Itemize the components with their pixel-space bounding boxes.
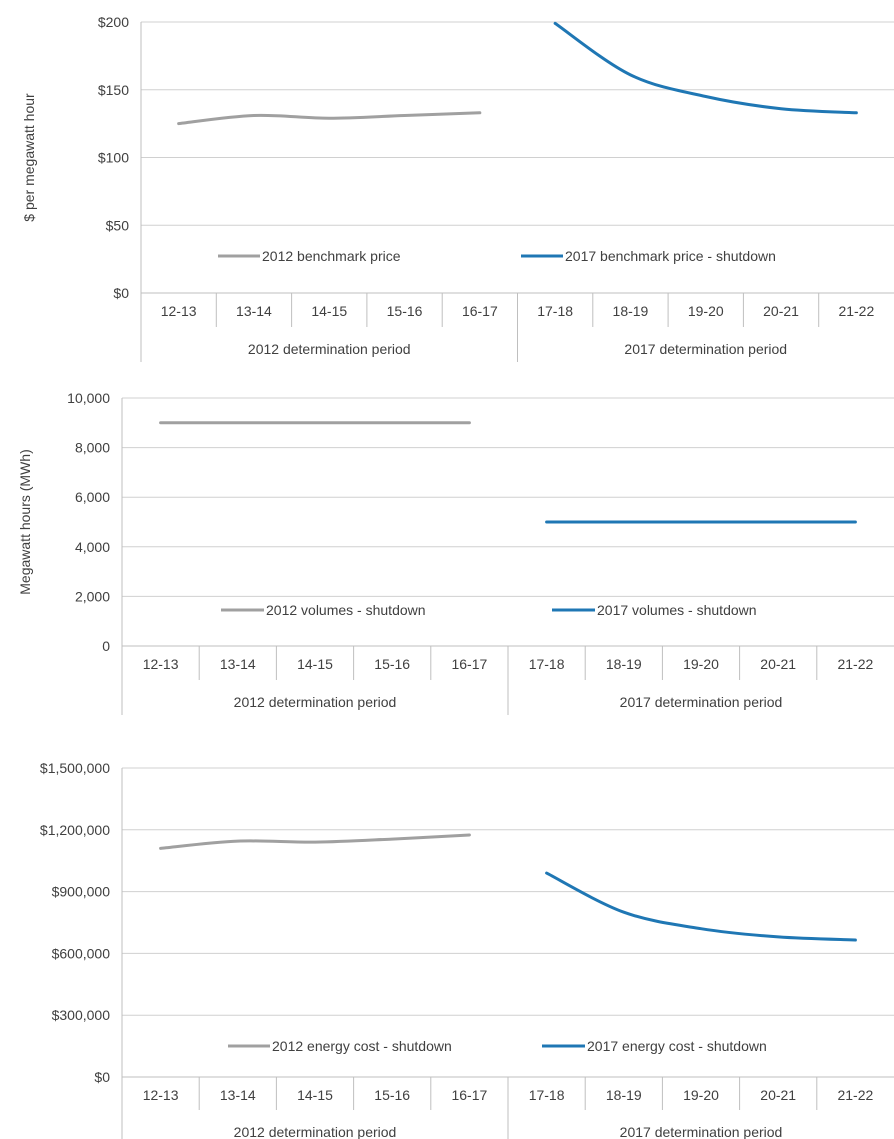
y-tick-label: $1,200,000 <box>40 822 110 838</box>
legend-label: 2017 benchmark price - shutdown <box>565 248 776 264</box>
group-label: 2012 determination period <box>248 341 411 357</box>
series-line-2017 <box>545 871 857 942</box>
x-tick-label: 15-16 <box>374 1087 410 1103</box>
x-tick-label: 14-15 <box>297 1087 333 1103</box>
x-tick-label: 20-21 <box>760 1087 796 1103</box>
legend-label: 2012 energy cost - shutdown <box>272 1038 452 1054</box>
series-line-2012 <box>177 111 482 126</box>
y-tick-label: $900,000 <box>52 884 111 900</box>
x-tick-label: 18-19 <box>606 656 642 672</box>
x-tick-label: 12-13 <box>143 1087 179 1103</box>
x-tick-label: 19-20 <box>683 1087 719 1103</box>
chart-3: $0 $300,000 $600,000 $900,000 $1,200,000 $1,5… <box>40 760 894 1139</box>
x-tick-label: 17-18 <box>529 656 565 672</box>
group-label: 2017 determination period <box>620 1124 783 1139</box>
y-tick-label: 8,000 <box>75 440 110 456</box>
y-axis-title: Megawatt hours (MWh) <box>17 449 33 594</box>
chart-2: 0 2,000 4,000 6,000 8,000 10,000 12-13 13-14 14-… <box>17 390 894 715</box>
x-tick-label: 19-20 <box>688 303 724 319</box>
y-tick-label: 4,000 <box>75 539 110 555</box>
x-tick-label: 17-18 <box>537 303 573 319</box>
x-tick-label: 15-16 <box>387 303 423 319</box>
x-tick-label: 16-17 <box>462 303 498 319</box>
x-tick-label: 20-21 <box>763 303 799 319</box>
y-axis-title: $ per megawatt hour <box>21 93 37 222</box>
y-tick-label: $600,000 <box>52 945 111 961</box>
x-tick-label: 12-13 <box>143 656 179 672</box>
y-tick-label: $100 <box>98 150 129 166</box>
group-label: 2017 determination period <box>620 694 783 710</box>
y-tick-label: $200 <box>98 14 129 30</box>
x-tick-label: 21-22 <box>837 1087 873 1103</box>
y-tick-label: $0 <box>94 1069 110 1085</box>
x-tick-label: 17-18 <box>529 1087 565 1103</box>
y-tick-label: $0 <box>113 285 129 301</box>
group-label: 2012 determination period <box>234 694 397 710</box>
x-tick-label: 14-15 <box>311 303 347 319</box>
x-tick-label: 15-16 <box>374 656 410 672</box>
x-tick-label: 18-19 <box>606 1087 642 1103</box>
y-tick-label: 2,000 <box>75 588 110 604</box>
chart-1: $0 $50 $100 $150 $200 12-13 13-14 14-15 15-16 16-… <box>21 14 894 362</box>
y-tick-label: 6,000 <box>75 489 110 505</box>
y-tick-label: 10,000 <box>67 390 110 406</box>
legend-label: 2017 energy cost - shutdown <box>587 1038 767 1054</box>
x-tick-label: 14-15 <box>297 656 333 672</box>
group-label: 2012 determination period <box>234 1124 397 1139</box>
x-tick-label: 13-14 <box>220 1087 256 1103</box>
y-tick-label: $50 <box>106 217 130 233</box>
legend-label: 2012 benchmark price <box>262 248 401 264</box>
x-tick-label: 16-17 <box>451 656 487 672</box>
legend-label: 2012 volumes - shutdown <box>266 602 426 618</box>
x-tick-label: 16-17 <box>451 1087 487 1103</box>
series-line-2012 <box>159 833 471 850</box>
series-line-2017 <box>553 21 858 115</box>
x-tick-label: 21-22 <box>837 656 873 672</box>
x-tick-label: 19-20 <box>683 656 719 672</box>
y-tick-label: 0 <box>102 638 110 654</box>
x-tick-label: 13-14 <box>220 656 256 672</box>
x-tick-label: 21-22 <box>838 303 874 319</box>
y-tick-label: $150 <box>98 82 129 98</box>
legend-label: 2017 volumes - shutdown <box>597 602 757 618</box>
x-tick-label: 18-19 <box>613 303 649 319</box>
group-label: 2017 determination period <box>624 341 787 357</box>
x-tick-label: 20-21 <box>760 656 796 672</box>
x-tick-label: 12-13 <box>161 303 197 319</box>
y-tick-label: $300,000 <box>52 1007 111 1023</box>
y-tick-label: $1,500,000 <box>40 760 110 776</box>
x-tick-label: 13-14 <box>236 303 272 319</box>
